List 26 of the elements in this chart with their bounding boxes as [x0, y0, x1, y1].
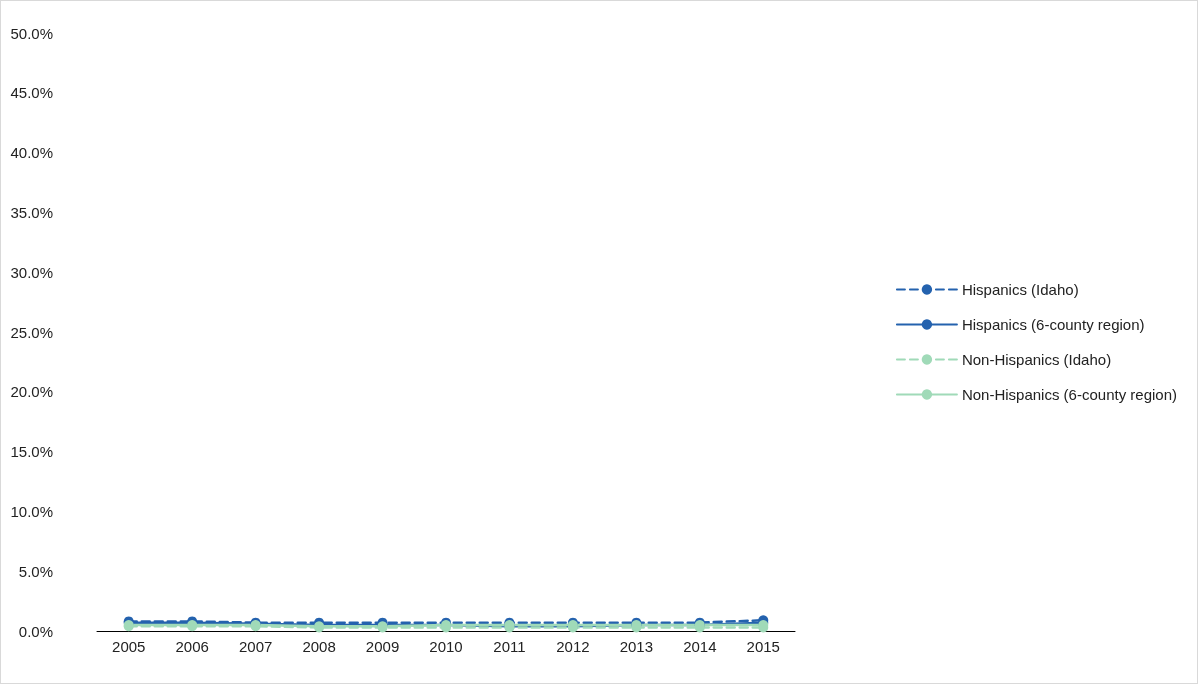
- x-tick-label: 2011: [493, 638, 526, 655]
- x-tick-label: 2008: [302, 638, 336, 655]
- legend-label: Hispanics (6-county region): [961, 316, 1145, 333]
- x-tick-label: 2006: [175, 638, 209, 655]
- y-tick-label: 5.0%: [18, 562, 53, 580]
- y-tick-label: 25.0%: [10, 323, 53, 341]
- y-tick-label: 40.0%: [10, 144, 53, 162]
- y-tick-label: 50.0%: [10, 24, 53, 42]
- legend-label: Non-Hispanics (Idaho): [961, 351, 1112, 368]
- y-tick-label: 45.0%: [10, 84, 53, 102]
- x-tick-label: 2014: [683, 638, 717, 655]
- y-tick-label: 10.0%: [10, 502, 53, 520]
- x-tick-label: 2009: [365, 638, 400, 655]
- legend-label: Hispanics (Idaho): [961, 281, 1079, 298]
- x-tick-label: 2005: [112, 638, 146, 655]
- x-tick-label: 2013: [619, 638, 654, 655]
- y-tick-label: 0.0%: [18, 622, 53, 640]
- y-tick-label: 30.0%: [10, 263, 53, 281]
- y-tick-label: 35.0%: [10, 203, 53, 221]
- x-tick-label: 2012: [556, 638, 590, 655]
- x-tick-label: 2007: [238, 638, 273, 655]
- legend-label: Non-Hispanics (6-county region): [961, 386, 1177, 403]
- x-tick-label: 2015: [746, 638, 780, 655]
- y-tick-label: 20.0%: [10, 383, 53, 401]
- y-tick-label: 15.0%: [10, 443, 53, 461]
- x-tick-label: 2010: [429, 638, 463, 655]
